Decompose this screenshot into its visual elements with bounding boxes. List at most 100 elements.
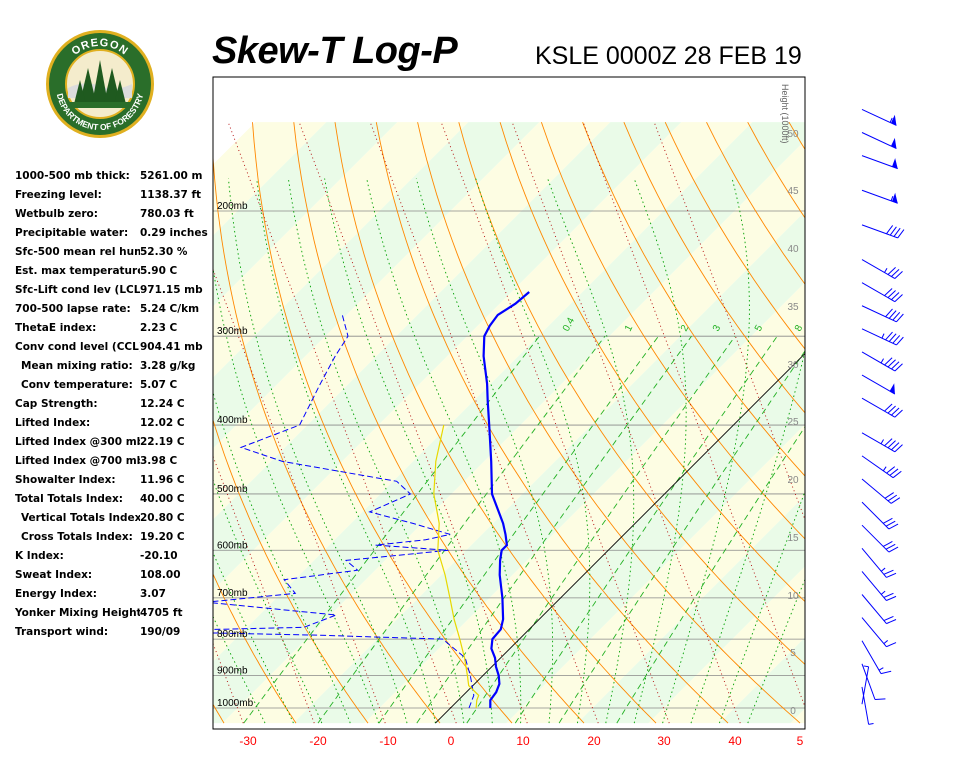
- pressure-level-label: 200mb: [217, 201, 248, 212]
- moist-adiabat: [213, 551, 294, 724]
- pressure-level-label: 1000mb: [217, 698, 254, 709]
- isotherm-band: [790, 708, 805, 724]
- barb-staff: [861, 617, 887, 648]
- index-label: 1000-500 mb thick:: [15, 170, 130, 182]
- index-value: 108.00: [140, 569, 181, 581]
- barb-staff: [861, 397, 896, 418]
- barb-flag: [882, 541, 893, 547]
- wind-barb: [861, 665, 870, 705]
- moist-adiabat: [547, 178, 635, 724]
- mixing-ratio-label: 8: [793, 323, 806, 333]
- index-value: 40.00 C: [140, 493, 185, 505]
- barb-flag: [894, 271, 903, 279]
- index-row: Est. max temperature: 5.90 C: [15, 263, 215, 282]
- barb-pennant: [892, 192, 898, 204]
- barb-staff: [861, 686, 870, 725]
- index-row: Total Totals Index: 40.00 C: [15, 491, 215, 510]
- dry-adiabat: [540, 122, 805, 540]
- wind-barb: [861, 686, 874, 725]
- barb-staff: [861, 478, 892, 504]
- dry-adiabat: [913, 122, 960, 723]
- wind-barb: [861, 663, 886, 701]
- barb-pennant: [892, 158, 898, 169]
- barb-flag: [885, 308, 893, 318]
- moist-adiabat: [287, 178, 465, 724]
- index-row: K Index: -20.10: [15, 548, 215, 567]
- mixing-ratio-line: [616, 425, 805, 724]
- barb-flag: [887, 405, 896, 414]
- moist-adiabat: [366, 178, 522, 724]
- barb-flag: [892, 335, 901, 344]
- wind-barb: [861, 224, 905, 239]
- barb-flag: [891, 292, 900, 301]
- index-label: ThetaE index:: [15, 322, 97, 334]
- barb-flag: [888, 333, 897, 342]
- barb-flag: [887, 494, 898, 502]
- index-value: 3.07: [140, 588, 166, 600]
- barb-staff: [861, 594, 887, 624]
- barb-staff: [861, 108, 897, 126]
- index-row: Sfc-Lift cond lev (LCL): 971.15 mb: [15, 282, 215, 301]
- dry-adiabat: [213, 149, 441, 724]
- barb-flag: [896, 336, 904, 346]
- barb-half-flag: [880, 358, 884, 364]
- barb-flag: [884, 438, 893, 447]
- isotherm-band: [293, 211, 805, 724]
- x-tick-label: -10: [379, 734, 397, 748]
- wind-barb: [861, 328, 904, 346]
- x-tick-label: 20: [587, 734, 601, 748]
- wind-barb: [861, 640, 892, 675]
- index-row: Sweat Index: 108.00: [15, 567, 215, 586]
- index-value: -20.10: [140, 550, 178, 562]
- dry-adiabat: [623, 122, 805, 414]
- index-value: 780.03 ft: [140, 208, 194, 220]
- wind-barb: [861, 282, 903, 303]
- reference-curve: [298, 122, 528, 724]
- index-value: 971.15 mb: [140, 284, 203, 296]
- index-label: Lifted Index @300 mb:: [15, 436, 149, 448]
- barb-flag: [894, 409, 903, 418]
- pressure-level-label: 500mb: [217, 484, 248, 495]
- x-tick-label: -20: [309, 734, 327, 748]
- moist-adiabat: [690, 348, 805, 724]
- x-tick-label: 10: [516, 734, 530, 748]
- wind-barb: [861, 189, 898, 204]
- moist-adiabat: [213, 390, 351, 724]
- isotherm-band: [719, 637, 805, 724]
- height-tick-label: 20: [787, 475, 799, 486]
- dry-adiabat: [213, 703, 225, 724]
- dry-adiabat: [664, 122, 805, 350]
- barb-flag: [883, 592, 894, 598]
- moist-adiabat: [324, 178, 493, 724]
- wind-barb: [861, 374, 896, 395]
- mixing-ratio-line: [416, 335, 692, 724]
- dry-adiabat: [499, 122, 805, 603]
- height-tick-label: 35: [787, 302, 799, 313]
- barb-flag: [890, 497, 901, 504]
- moist-adiabat: [475, 178, 591, 724]
- isotherm-band: [506, 424, 805, 724]
- index-label: Conv cond level (CCL):: [15, 341, 148, 353]
- moist-adiabat: [662, 178, 750, 724]
- index-value: 5.07 C: [140, 379, 178, 391]
- index-value: 12.24 C: [140, 398, 185, 410]
- axis-labels: -30 -20 -10 0 10 20 30 40 5200mb300mb400mb500mb6…: [217, 84, 805, 748]
- index-value: 190/09: [140, 626, 181, 638]
- barb-staff: [861, 547, 887, 578]
- height-tick-label: 25: [787, 417, 799, 428]
- index-row: Yonker Mixing Height: 4705 ft: [15, 605, 215, 624]
- index-label: Transport wind:: [15, 626, 109, 638]
- index-value: 1138.37 ft: [140, 189, 202, 201]
- mixing-ratio-line: [466, 335, 736, 724]
- index-value: 12.02 C: [140, 417, 185, 429]
- barb-staff: [861, 501, 890, 530]
- barb-flag: [894, 444, 903, 453]
- barb-flag: [882, 517, 893, 524]
- index-row: 1000-500 mb thick: 5261.00 m: [15, 168, 215, 187]
- barb-flag: [889, 226, 897, 236]
- wind-barb: [861, 524, 899, 553]
- barb-staff: [861, 189, 898, 204]
- barb-flag: [884, 403, 893, 412]
- height-tick-label: 0: [790, 706, 796, 717]
